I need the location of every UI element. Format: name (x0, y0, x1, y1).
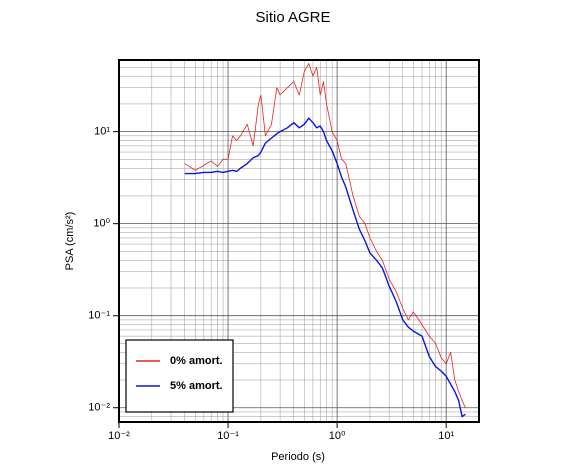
series-line (184, 117, 466, 418)
y-tick-label: 10⁻¹ (88, 310, 110, 322)
x-tick-label: 10¹ (438, 430, 454, 442)
y-tick-label: 10⁰ (93, 218, 110, 230)
legend-label: 5% amort. (170, 380, 223, 392)
chart-title: Sitio AGRE (255, 9, 330, 26)
x-tick-label: 10⁻² (108, 430, 130, 442)
x-tick-label: 10⁻¹ (217, 430, 239, 442)
y-axis-label: PSA (cm/s²) (64, 212, 76, 271)
series-line (184, 63, 466, 408)
x-axis-label: Periodo (s) (271, 451, 325, 463)
plot-frame (118, 59, 480, 423)
legend: 0% amort. 5% amort. (125, 339, 234, 413)
x-tick-label: 10⁰ (329, 430, 346, 442)
legend-label: 0% amort. (170, 355, 223, 367)
y-tick-label: 10⁻² (88, 402, 110, 414)
legend-box (125, 339, 234, 413)
y-tick-label: 10¹ (94, 126, 110, 138)
